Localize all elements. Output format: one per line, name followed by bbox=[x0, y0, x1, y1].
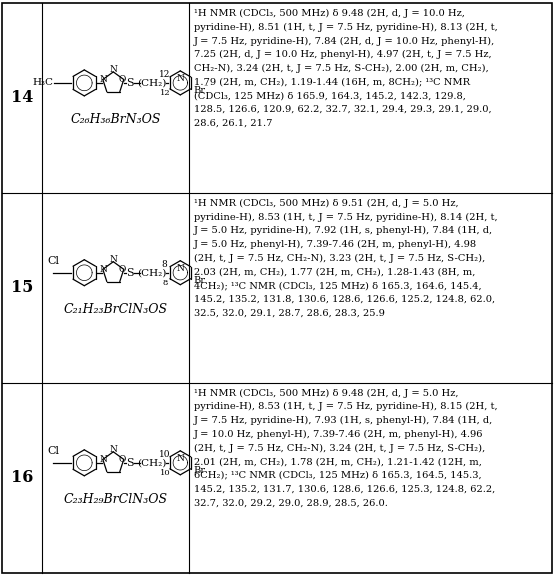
Text: ¹H NMR (CDCl₃, 500 MHz) δ 9.48 (2H, d, J = 10.0 Hz,: ¹H NMR (CDCl₃, 500 MHz) δ 9.48 (2H, d, J… bbox=[194, 9, 465, 18]
Text: J = 7.5 Hz, pyridine-H), 7.84 (2H, d, J = 10.0 Hz, phenyl-H),: J = 7.5 Hz, pyridine-H), 7.84 (2H, d, J … bbox=[194, 36, 495, 46]
Text: H₃C: H₃C bbox=[32, 78, 53, 88]
Text: pyridine-H), 8.53 (1H, t, J = 7.5 Hz, pyridine-H), 8.15 (2H, t,: pyridine-H), 8.53 (1H, t, J = 7.5 Hz, py… bbox=[194, 402, 497, 411]
Text: pyridine-H), 8.53 (1H, t, J = 7.5 Hz, pyridine-H), 8.14 (2H, t,: pyridine-H), 8.53 (1H, t, J = 7.5 Hz, py… bbox=[194, 213, 497, 222]
Text: ¹H NMR (CDCl₃, 500 MHz) δ 9.51 (2H, d, J = 5.0 Hz,: ¹H NMR (CDCl₃, 500 MHz) δ 9.51 (2H, d, J… bbox=[194, 199, 459, 208]
Text: Br: Br bbox=[193, 467, 206, 475]
Text: 32.7, 32.0, 29.2, 29.0, 28.9, 28.5, 26.0.: 32.7, 32.0, 29.2, 29.0, 28.9, 28.5, 26.0… bbox=[194, 498, 388, 507]
Text: ¹H NMR (CDCl₃, 500 MHz) δ 9.48 (2H, d, J = 5.0 Hz,: ¹H NMR (CDCl₃, 500 MHz) δ 9.48 (2H, d, J… bbox=[194, 389, 459, 398]
Text: C₂₆H₃₆BrN₃OS: C₂₆H₃₆BrN₃OS bbox=[70, 113, 161, 126]
Text: O: O bbox=[118, 455, 125, 464]
Text: 8: 8 bbox=[161, 260, 167, 269]
Text: (2H, t, J = 7.5 Hz, CH₂-N), 3.24 (2H, t, J = 7.5 Hz, S-CH₂),: (2H, t, J = 7.5 Hz, CH₂-N), 3.24 (2H, t,… bbox=[194, 444, 485, 453]
Text: 14: 14 bbox=[11, 89, 33, 107]
Text: S: S bbox=[126, 78, 134, 88]
Text: S: S bbox=[126, 458, 134, 468]
Text: 128.5, 126.6, 120.9, 62.2, 32.7, 32.1, 29.4, 29.3, 29.1, 29.0,: 128.5, 126.6, 120.9, 62.2, 32.7, 32.1, 2… bbox=[194, 105, 491, 114]
Text: ⁻: ⁻ bbox=[203, 274, 208, 282]
Text: 10: 10 bbox=[160, 469, 171, 477]
Text: Cl: Cl bbox=[47, 256, 59, 266]
Text: (CDCl₃, 125 MHz) δ 165.9, 164.3, 145.2, 142.3, 129.8,: (CDCl₃, 125 MHz) δ 165.9, 164.3, 145.2, … bbox=[194, 91, 466, 100]
Text: 145.2, 135.2, 131.8, 130.6, 128.6, 126.6, 125.2, 124.8, 62.0,: 145.2, 135.2, 131.8, 130.6, 128.6, 126.6… bbox=[194, 295, 495, 304]
Text: 145.2, 135.2, 131.7, 130.6, 128.6, 126.6, 125.3, 124.8, 62.2,: 145.2, 135.2, 131.7, 130.6, 128.6, 126.6… bbox=[194, 484, 495, 494]
Text: 7.25 (2H, d, J = 10.0 Hz, phenyl-H), 4.97 (2H, t, J = 7.5 Hz,: 7.25 (2H, d, J = 10.0 Hz, phenyl-H), 4.9… bbox=[194, 50, 491, 59]
Text: 2.01 (2H, m, CH₂), 1.78 (2H, m, CH₂), 1.21-1.42 (12H, m,: 2.01 (2H, m, CH₂), 1.78 (2H, m, CH₂), 1.… bbox=[194, 457, 482, 466]
Text: pyridine-H), 8.51 (1H, t, J = 7.5 Hz, pyridine-H), 8.13 (2H, t,: pyridine-H), 8.51 (1H, t, J = 7.5 Hz, py… bbox=[194, 22, 497, 32]
Text: 12: 12 bbox=[160, 89, 171, 97]
Text: 28.6, 26.1, 21.7: 28.6, 26.1, 21.7 bbox=[194, 119, 273, 128]
Text: N: N bbox=[109, 255, 117, 264]
Text: J = 5.0 Hz, pyridine-H), 7.92 (1H, s, phenyl-H), 7.84 (1H, d,: J = 5.0 Hz, pyridine-H), 7.92 (1H, s, ph… bbox=[194, 226, 493, 236]
Text: 2.03 (2H, m, CH₂), 1.77 (2H, m, CH₂), 1.28-1.43 (8H, m,: 2.03 (2H, m, CH₂), 1.77 (2H, m, CH₂), 1.… bbox=[194, 267, 475, 276]
Text: J = 5.0 Hz, phenyl-H), 7.39-7.46 (2H, m, phenyl-H), 4.98: J = 5.0 Hz, phenyl-H), 7.39-7.46 (2H, m,… bbox=[194, 240, 477, 249]
Text: O: O bbox=[118, 75, 125, 84]
Text: 16: 16 bbox=[11, 469, 33, 486]
Text: N: N bbox=[100, 265, 108, 274]
Text: C₂₃H₂₉BrClN₃OS: C₂₃H₂₉BrClN₃OS bbox=[63, 493, 167, 506]
Text: Br: Br bbox=[193, 86, 206, 96]
Text: CH₂-N), 3.24 (2H, t, J = 7.5 Hz, S-CH₂), 2.00 (2H, m, CH₂),: CH₂-N), 3.24 (2H, t, J = 7.5 Hz, S-CH₂),… bbox=[194, 64, 489, 73]
Text: N: N bbox=[100, 455, 108, 464]
Text: 10: 10 bbox=[158, 450, 170, 459]
Text: 1.79 (2H, m, CH₂), 1.19-1.44 (16H, m, 8CH₂); ¹³C NMR: 1.79 (2H, m, CH₂), 1.19-1.44 (16H, m, 8C… bbox=[194, 78, 470, 86]
Text: 4CH₂); ¹³C NMR (CDCl₃, 125 MHz) δ 165.3, 164.6, 145.4,: 4CH₂); ¹³C NMR (CDCl₃, 125 MHz) δ 165.3,… bbox=[194, 281, 481, 290]
Text: C₂₁H₂₃BrClN₃OS: C₂₁H₂₃BrClN₃OS bbox=[63, 303, 167, 316]
Text: 32.5, 32.0, 29.1, 28.7, 28.6, 28.3, 25.9: 32.5, 32.0, 29.1, 28.7, 28.6, 28.3, 25.9 bbox=[194, 308, 385, 317]
Text: (CH₂): (CH₂) bbox=[137, 458, 167, 467]
Text: Br: Br bbox=[193, 276, 206, 285]
Text: 8: 8 bbox=[163, 279, 168, 287]
Text: ⁻: ⁻ bbox=[203, 464, 208, 472]
Text: S: S bbox=[126, 268, 134, 278]
Text: N: N bbox=[109, 445, 117, 454]
Text: N: N bbox=[176, 454, 184, 463]
Text: (2H, t, J = 7.5 Hz, CH₂-N), 3.23 (2H, t, J = 7.5 Hz, S-CH₂),: (2H, t, J = 7.5 Hz, CH₂-N), 3.23 (2H, t,… bbox=[194, 253, 485, 263]
Text: Cl: Cl bbox=[47, 446, 59, 456]
Text: O: O bbox=[118, 265, 125, 274]
Text: (CH₂): (CH₂) bbox=[137, 268, 167, 277]
Text: J = 10.0 Hz, phenyl-H), 7.39-7.46 (2H, m, phenyl-H), 4.96: J = 10.0 Hz, phenyl-H), 7.39-7.46 (2H, m… bbox=[194, 430, 484, 439]
Text: N: N bbox=[109, 66, 117, 74]
Text: (CH₂): (CH₂) bbox=[137, 78, 167, 88]
Text: J = 7.5 Hz, pyridine-H), 7.93 (1H, s, phenyl-H), 7.84 (1H, d,: J = 7.5 Hz, pyridine-H), 7.93 (1H, s, ph… bbox=[194, 416, 493, 425]
Text: N: N bbox=[176, 264, 184, 273]
Text: 15: 15 bbox=[11, 279, 33, 296]
Text: 12: 12 bbox=[158, 70, 170, 79]
Text: N: N bbox=[176, 74, 184, 83]
Text: ⁻: ⁻ bbox=[203, 84, 208, 92]
Text: N: N bbox=[100, 75, 108, 84]
Text: 6CH₂); ¹³C NMR (CDCl₃, 125 MHz) δ 165.3, 164.5, 145.3,: 6CH₂); ¹³C NMR (CDCl₃, 125 MHz) δ 165.3,… bbox=[194, 471, 481, 480]
